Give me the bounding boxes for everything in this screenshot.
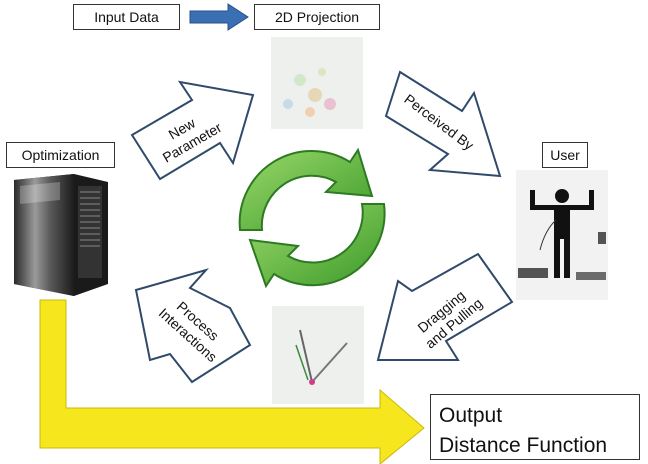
output-arrow xyxy=(39,299,425,464)
user-label: User xyxy=(550,147,580,163)
output-label-2: Distance Function xyxy=(439,434,608,457)
projection-label: 2D Projection xyxy=(274,9,360,25)
output-label-1: Output xyxy=(439,404,503,427)
interaction-thumbnail xyxy=(272,306,364,404)
process-interactions-arrow-body xyxy=(134,268,252,384)
user-box: User xyxy=(542,142,588,168)
projection-thumbnail xyxy=(271,37,363,129)
user-photo xyxy=(516,170,608,300)
perceived-by-arrow xyxy=(384,70,502,178)
cycle-arrows-icon xyxy=(238,147,386,289)
output-box: Output Distance Function xyxy=(430,394,640,460)
input-data-box: Input Data xyxy=(73,4,180,30)
optimization-label: Optimization xyxy=(21,147,100,163)
new-parameter-arrow xyxy=(130,80,255,181)
input-data-label: Input Data xyxy=(94,9,159,25)
projection-box: 2D Projection xyxy=(254,4,380,30)
dragging-pulling-arrow xyxy=(376,252,514,361)
optimization-box: Optimization xyxy=(6,142,115,168)
input-to-projection-arrow xyxy=(189,3,249,31)
server-tower-icon xyxy=(14,174,108,296)
